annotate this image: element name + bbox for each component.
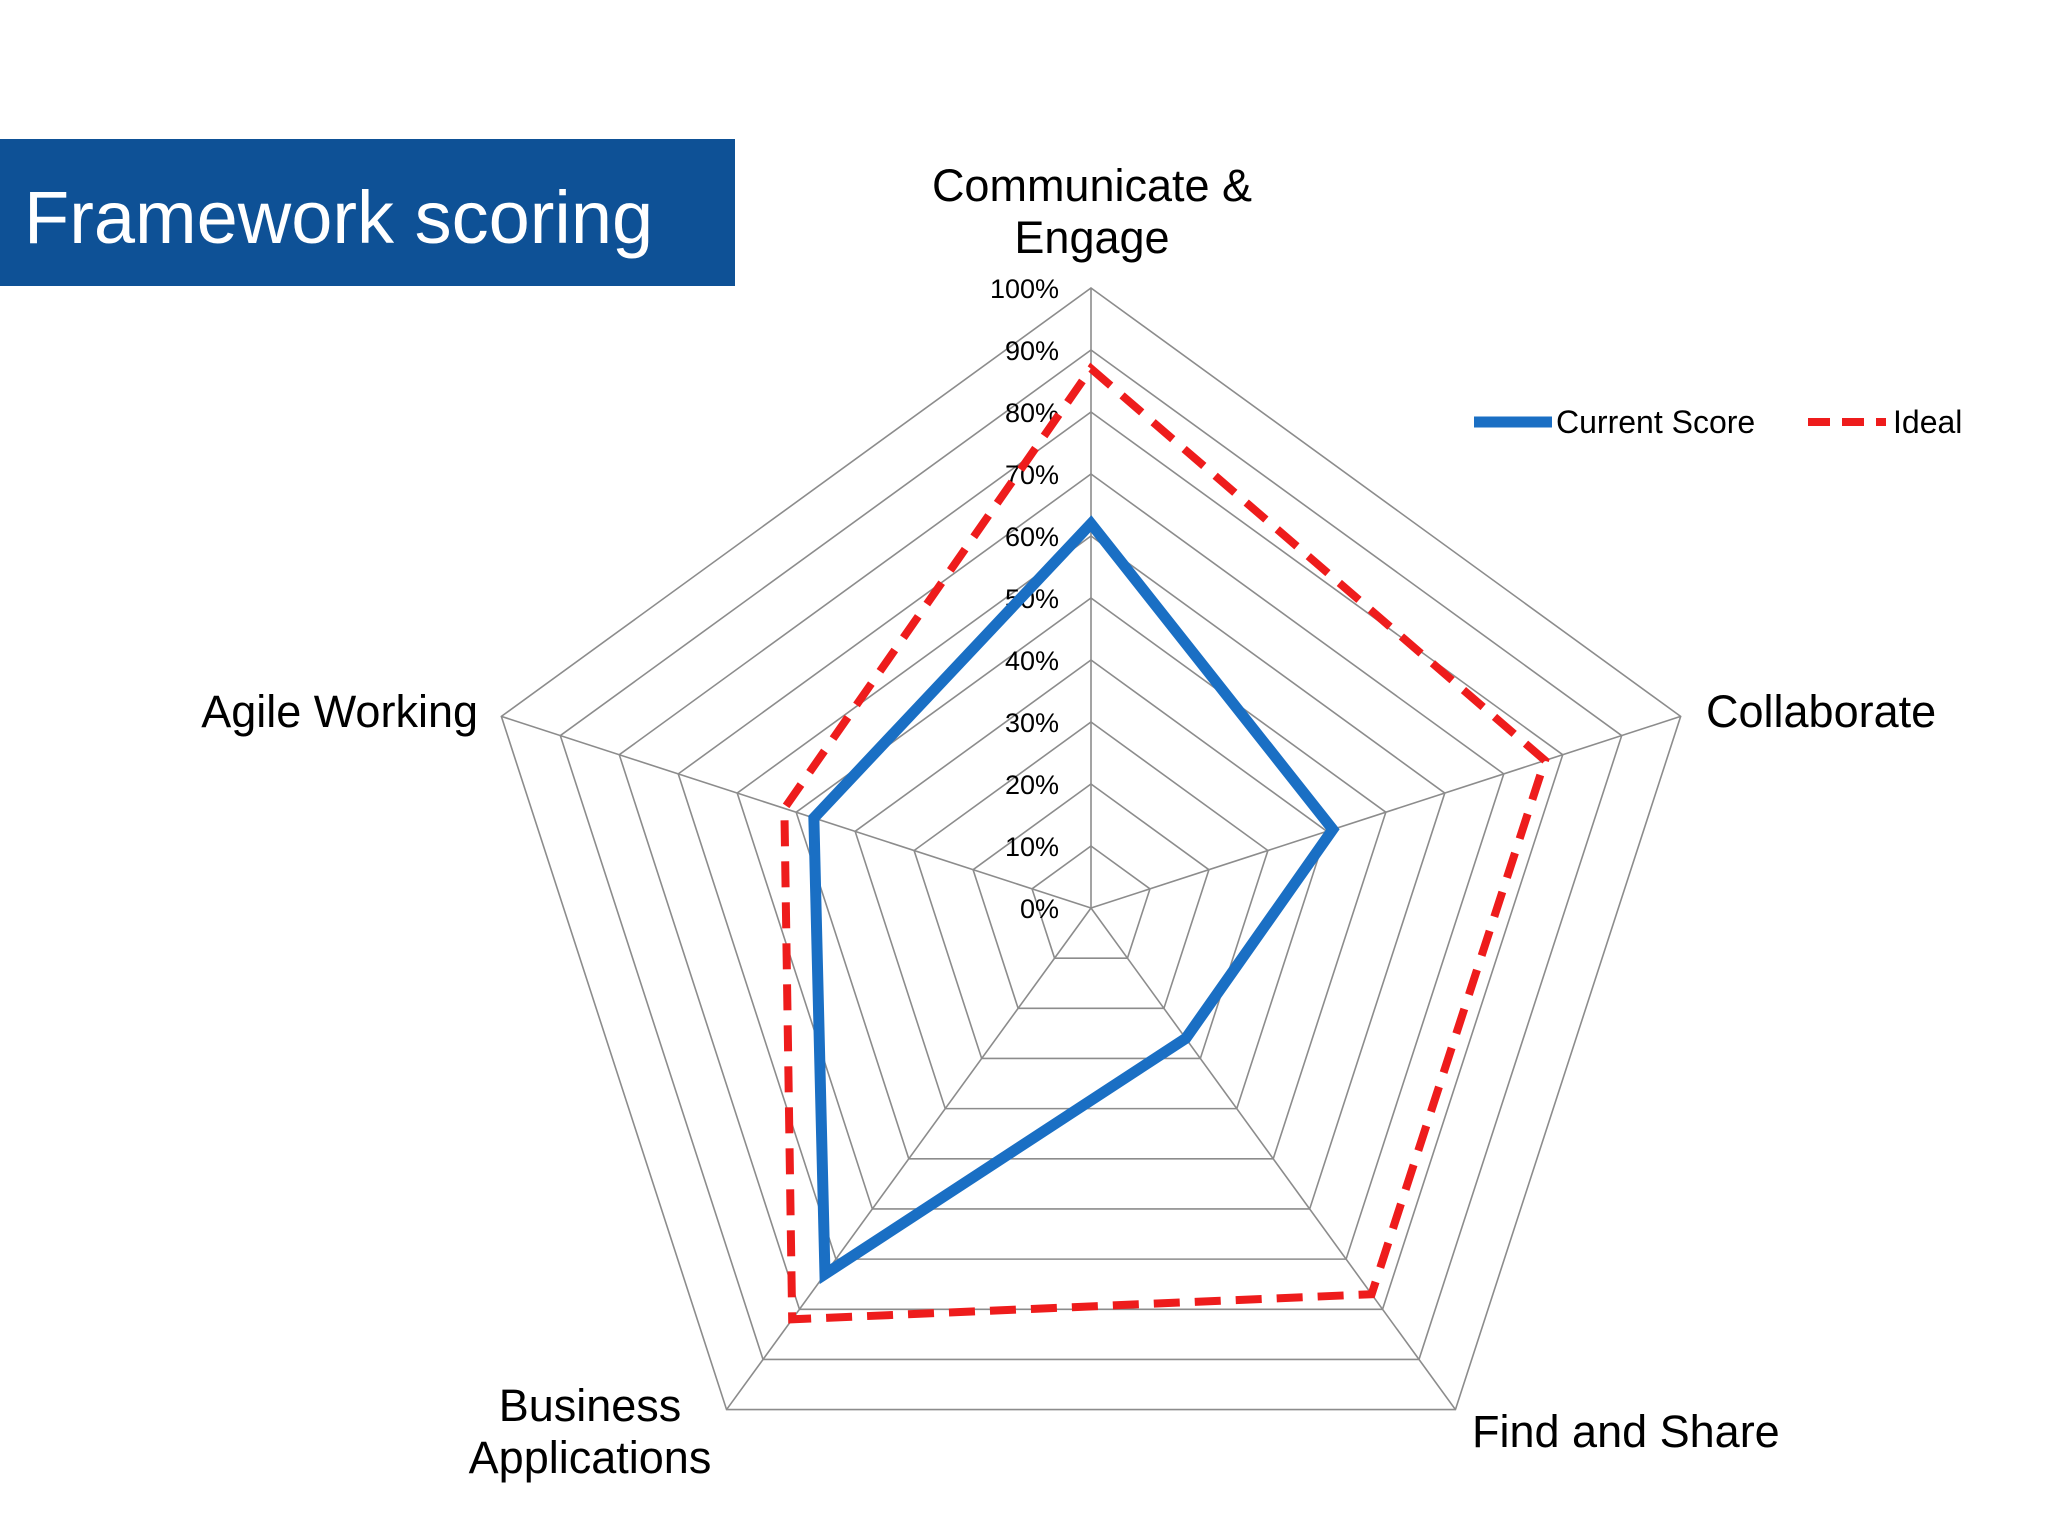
grid-spoke xyxy=(501,715,1092,909)
grid-spoke xyxy=(1090,907,1457,1411)
legend-label: Current Score xyxy=(1556,404,1755,440)
tick-label: 10% xyxy=(1005,832,1059,862)
axis-label: Business Applications xyxy=(469,1380,712,1483)
grid-ring xyxy=(972,783,1210,1010)
axis-label: Agile Working xyxy=(201,686,478,737)
grid-ring xyxy=(913,721,1269,1060)
radar-series xyxy=(780,362,1550,1324)
grid-ring xyxy=(500,287,1682,1411)
chart-legend: Current Score Ideal xyxy=(1474,404,1962,440)
title-banner: Framework scoring xyxy=(0,139,735,286)
tick-label: 40% xyxy=(1005,646,1059,676)
axis-label: Find and Share xyxy=(1472,1406,1780,1457)
radar-tick-labels: 0%10%20%30%40%50%60%70%80%90%100% xyxy=(990,274,1059,924)
radar-grid xyxy=(500,287,1682,1411)
tick-label: 30% xyxy=(1005,708,1059,738)
grid-ring xyxy=(1031,845,1151,959)
tick-label: 90% xyxy=(1005,336,1059,366)
grid-ring xyxy=(795,597,1387,1160)
series-ideal xyxy=(780,362,1550,1324)
grid-spoke xyxy=(725,907,1092,1411)
series-current-score xyxy=(808,515,1340,1285)
tick-label: 100% xyxy=(990,274,1059,304)
legend-label: Ideal xyxy=(1893,404,1962,440)
tick-label: 20% xyxy=(1005,770,1059,800)
grid-ring xyxy=(677,473,1505,1260)
tick-label: 0% xyxy=(1020,894,1059,924)
grid-ring xyxy=(854,659,1328,1110)
tick-label: 60% xyxy=(1005,522,1059,552)
radar-axis-labels: Communicate & Engage Collaborate Find and S… xyxy=(201,160,1936,1483)
grid-ring xyxy=(736,535,1446,1210)
axis-label: Collaborate xyxy=(1706,686,1936,737)
axis-label: Communicate & Engage xyxy=(932,160,1252,263)
grid-ring xyxy=(559,349,1623,1361)
grid-spoke xyxy=(1090,715,1681,909)
page-title: Framework scoring xyxy=(24,176,654,259)
